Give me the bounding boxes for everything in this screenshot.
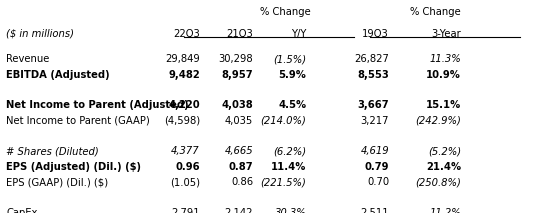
Text: 4,038: 4,038 (221, 100, 253, 110)
Text: EBITDA (Adjusted): EBITDA (Adjusted) (6, 70, 110, 80)
Text: CapEx: CapEx (6, 208, 38, 213)
Text: 21Q3: 21Q3 (227, 29, 253, 39)
Text: 5.9%: 5.9% (279, 70, 306, 80)
Text: 4.5%: 4.5% (278, 100, 306, 110)
Text: 0.70: 0.70 (367, 177, 389, 187)
Text: 0.87: 0.87 (229, 162, 253, 172)
Text: 4,377: 4,377 (171, 146, 200, 156)
Text: ($ in millions): ($ in millions) (6, 29, 75, 39)
Text: 30,298: 30,298 (219, 54, 253, 64)
Text: 8,553: 8,553 (357, 70, 389, 80)
Text: 11.4%: 11.4% (271, 162, 306, 172)
Text: EPS (GAAP) (Dil.) ($): EPS (GAAP) (Dil.) ($) (6, 177, 109, 187)
Text: 0.96: 0.96 (175, 162, 200, 172)
Text: 4,665: 4,665 (224, 146, 253, 156)
Text: 29,849: 29,849 (165, 54, 200, 64)
Text: 2,142: 2,142 (225, 208, 253, 213)
Text: 2,791: 2,791 (171, 208, 200, 213)
Text: 2,511: 2,511 (360, 208, 389, 213)
Text: 26,827: 26,827 (354, 54, 389, 64)
Text: (221.5%): (221.5%) (261, 177, 306, 187)
Text: (1.5%): (1.5%) (273, 54, 306, 64)
Text: (4,598): (4,598) (164, 116, 200, 126)
Text: 22Q3: 22Q3 (173, 29, 200, 39)
Text: 30.3%: 30.3% (274, 208, 306, 213)
Text: 10.9%: 10.9% (426, 70, 461, 80)
Text: 3,667: 3,667 (358, 100, 389, 110)
Text: # Shares (Diluted): # Shares (Diluted) (6, 146, 99, 156)
Text: 11.3%: 11.3% (429, 54, 461, 64)
Text: (1.05): (1.05) (170, 177, 200, 187)
Text: (5.2%): (5.2%) (428, 146, 461, 156)
Text: % Change: % Change (260, 7, 311, 17)
Text: 15.1%: 15.1% (426, 100, 461, 110)
Text: 19Q3: 19Q3 (362, 29, 389, 39)
Text: 4,035: 4,035 (225, 116, 253, 126)
Text: 8,957: 8,957 (222, 70, 253, 80)
Text: 11.2%: 11.2% (429, 208, 461, 213)
Text: (242.9%): (242.9%) (415, 116, 461, 126)
Text: EPS (Adjusted) (Dil.) ($): EPS (Adjusted) (Dil.) ($) (6, 162, 141, 172)
Text: Y/Y: Y/Y (291, 29, 306, 39)
Text: 21.4%: 21.4% (426, 162, 461, 172)
Text: 3-Year: 3-Year (431, 29, 461, 39)
Text: % Change: % Change (410, 7, 461, 17)
Text: 3,217: 3,217 (361, 116, 389, 126)
Text: Revenue: Revenue (6, 54, 50, 64)
Text: (250.8%): (250.8%) (415, 177, 461, 187)
Text: 4,619: 4,619 (360, 146, 389, 156)
Text: 0.86: 0.86 (231, 177, 253, 187)
Text: 9,482: 9,482 (168, 70, 200, 80)
Text: (6.2%): (6.2%) (273, 146, 306, 156)
Text: 4,220: 4,220 (168, 100, 200, 110)
Text: 0.79: 0.79 (365, 162, 389, 172)
Text: (214.0%): (214.0%) (261, 116, 306, 126)
Text: Net Income to Parent (Adjusted): Net Income to Parent (Adjusted) (6, 100, 189, 110)
Text: Net Income to Parent (GAAP): Net Income to Parent (GAAP) (6, 116, 150, 126)
